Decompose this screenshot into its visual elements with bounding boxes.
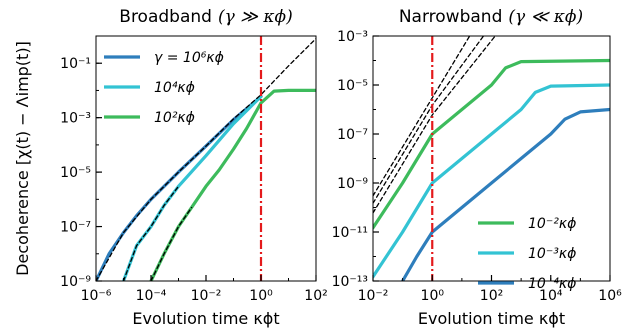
legend-label: γ = 10⁶κϕ (154, 50, 224, 66)
x-tick-label: 10⁻⁴ (136, 288, 167, 304)
y-tick-label: 10⁻¹³ (332, 274, 368, 290)
y-tick-label: 10⁻⁷ (60, 220, 91, 236)
axes-frame (372, 35, 611, 282)
title-math: (γ ≪ κϕ) (508, 7, 583, 27)
x-axis-label: Evolution time κϕt (418, 309, 565, 328)
x-axis-label: Evolution time κϕt (132, 309, 279, 328)
y-tick-label: 10⁻¹¹ (332, 225, 368, 241)
series-line (401, 107, 610, 281)
y-tick-label: 10⁻¹ (60, 56, 91, 72)
x-tick-label: 10⁶ (598, 288, 622, 304)
y-tick-label: 10⁻⁹ (60, 274, 91, 290)
y-tick-label: 10⁻⁹ (337, 176, 368, 192)
narrowband-panel: Narrowband (γ ≪ κϕ) 10⁻² 10⁰ 10² 10⁴ 10⁶ 10⁻¹³ 1… (332, 7, 623, 328)
series-line (373, 83, 610, 279)
asymptote-line (122, 185, 180, 281)
series-line (373, 58, 610, 230)
axes-frame (95, 35, 317, 282)
x-tick-label: 10⁻⁶ (81, 288, 112, 304)
asymptote-line (373, 36, 471, 197)
legend: 10⁻²κϕ 10⁻³κϕ 10⁻⁴κϕ (478, 216, 576, 292)
asymptote-line (96, 37, 316, 281)
chart-title: Narrowband (γ ≪ κϕ) (399, 7, 583, 27)
broadband-panel: Broadband (γ ≫ κϕ) 10⁻⁶ 10⁻⁴ 10⁻² 10⁰ 10² 10⁻⁹ 1… (13, 7, 328, 328)
x-tick-label: 10⁻² (358, 288, 389, 304)
plot-area (373, 36, 610, 281)
asymptote-line (373, 36, 485, 204)
title-main: Broadband (119, 7, 212, 27)
legend-label: 10⁻³κϕ (528, 246, 576, 262)
x-tick-label: 10⁻² (191, 288, 222, 304)
y-tick-label: 10⁻⁵ (337, 78, 368, 94)
title-math: (γ ≫ κϕ) (218, 7, 293, 27)
y-tick-label: 10⁻⁵ (60, 165, 91, 181)
asymptote-line (373, 36, 497, 214)
x-tick-label: 10⁰ (249, 288, 273, 304)
x-tick-label: 10⁴ (539, 288, 563, 304)
legend: γ = 10⁶κϕ 10⁴κϕ 10²κϕ (104, 50, 224, 126)
chart-title: Broadband (γ ≫ κϕ) (119, 7, 292, 27)
legend-label: 10²κϕ (154, 110, 195, 126)
legend-label: 10⁴κϕ (154, 80, 195, 96)
y-tick-label: 10⁻⁷ (337, 127, 368, 143)
legend-label: 10⁻⁴κϕ (528, 276, 576, 292)
x-tick-label: 10² (304, 288, 327, 304)
plot-area (96, 36, 316, 281)
y-tick-label: 10⁻³ (337, 29, 368, 45)
x-tick-label: 10⁰ (421, 288, 445, 304)
title-main: Narrowband (399, 7, 503, 27)
y-axis-label: Decoherence [χ(t) − Λimp(t)] (13, 41, 32, 276)
legend-label: 10⁻²κϕ (528, 216, 576, 232)
x-tick-label: 10² (480, 288, 503, 304)
y-tick-label: 10⁻³ (60, 111, 91, 127)
asymptote-line (150, 206, 193, 281)
